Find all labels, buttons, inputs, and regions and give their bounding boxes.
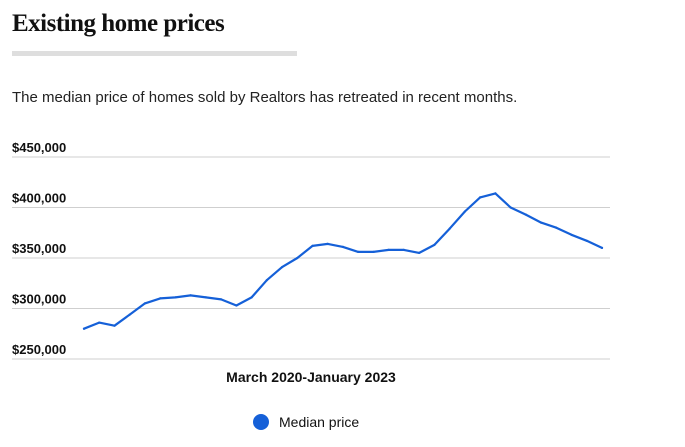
data-point [265,279,268,282]
data-point [113,324,116,327]
y-tick-label: $400,000 [12,191,66,206]
data-point [494,192,497,195]
data-point [357,250,360,253]
data-point [341,245,345,248]
data-point [159,297,162,300]
data-point [524,213,527,216]
data-point [387,248,390,251]
line-chart: $450,000 $400,000 $350,000 $300,000 $250,000… [12,140,610,385]
data-point [82,327,86,330]
data-point [570,233,573,236]
y-tick-label: $450,000 [12,140,66,155]
data-point [296,256,299,260]
data-point [98,321,101,324]
legend-swatch-median-price [253,414,269,430]
data-point [372,250,375,253]
y-axis-ticks: $450,000 $400,000 $350,000 $300,000 $250,000 [12,140,66,357]
data-point [189,294,192,297]
data-point [128,313,131,316]
data-point [220,298,223,301]
data-point [555,226,558,229]
y-tick-label: $350,000 [12,241,66,256]
data-point [509,206,512,209]
x-axis-label: March 2020-January 2023 [226,369,396,385]
data-point [311,244,314,247]
data-point [600,246,604,249]
page-title: Existing home prices [12,10,225,37]
data-point [433,243,436,246]
chart-subtitle: The median price of homes sold by Realto… [12,89,518,106]
data-point [326,242,329,245]
series-layer [82,192,604,330]
legend: Median price [253,414,359,430]
gridlines [12,156,610,360]
data-point [479,196,482,199]
data-point [448,227,451,230]
data-point [463,210,466,213]
data-point [281,266,284,269]
data-point [174,296,177,299]
legend-label-median-price: Median price [279,414,360,430]
title-underline [12,51,297,56]
data-point [585,239,588,242]
data-point [540,221,543,224]
y-tick-label: $250,000 [12,342,66,357]
data-point [418,251,421,254]
data-point [204,296,207,299]
y-tick-label: $300,000 [12,292,66,307]
data-point [250,296,253,299]
data-point [143,302,146,305]
data-point [402,248,405,251]
data-point [235,304,238,307]
